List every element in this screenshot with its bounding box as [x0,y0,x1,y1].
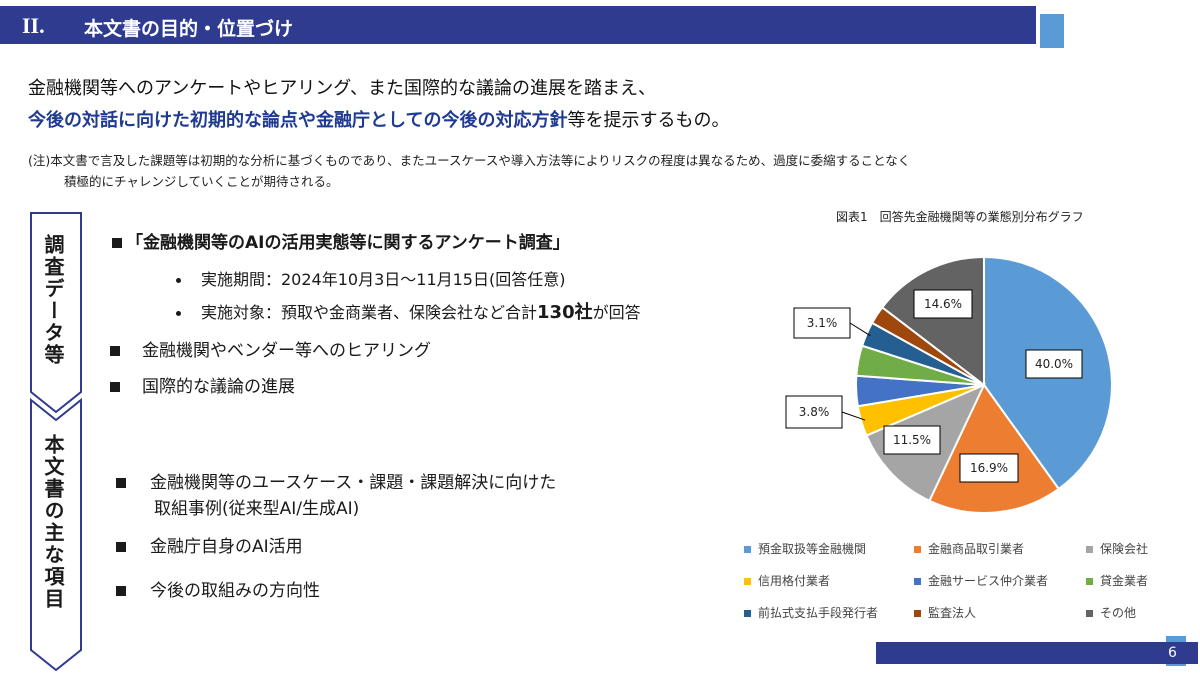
header-bar: II. 本文書の目的・位置づけ [0,6,1036,44]
section-number: II. [22,13,45,38]
data-label-2: 16.9% [959,453,1019,483]
label-text: 3.1% [807,316,838,330]
label-text: 14.6% [924,297,962,311]
legend-item: 前払式支払手段発行者 [744,604,878,621]
survey-period-text: 実施期間：2024年10月3日～11月15日(回答任意) [201,270,566,289]
legend-item: その他 [1086,604,1136,621]
leader-line [841,411,866,421]
page-number: 6 [1168,645,1177,661]
survey-period: 実施期間：2024年10月3日～11月15日(回答任意) [176,266,565,290]
label-text: 3.8% [799,405,830,419]
survey-target-count: 130社 [537,302,593,323]
data-label-1: 40.0% [1025,349,1083,379]
label-text: 11.5% [893,433,931,447]
side-chevron-shapes [30,212,82,672]
label-box [785,395,843,429]
survey-item-text: 国際的な議論の進展 [142,377,295,397]
page-title: 本文書の目的・位置づけ [84,18,294,40]
survey-target: 実施対象：預取や金商業者、保険会社など合計130社が回答 [176,298,641,324]
leader-line [849,322,871,337]
legend-label: 保険会社 [1100,542,1149,556]
square-bullet-icon [112,238,122,248]
intro-line-2: 今後の対話に向けた初期的な論点や金融庁としての今後の対応方針等を提示するもの。 [28,106,729,132]
main-item-future: 今後の取組みの方向性 [116,578,320,604]
legend-item: 預金取扱等金融機関 [744,540,866,557]
header-accent [1040,14,1064,48]
legend-label: 前払式支払手段発行者 [758,606,879,620]
label-text: 40.0% [1035,357,1073,371]
square-bullet-icon [110,382,120,392]
data-label-9: 14.6% [913,289,973,319]
data-label-7: 3.1% [793,307,871,339]
square-bullet-icon [110,346,120,356]
intro-line-2-rest: 等を提示するもの。 [567,110,730,131]
label-box [883,425,941,455]
survey-title-text: 「金融機関等のAIの活用実態等に関するアンケート調査」 [126,233,570,253]
square-bullet-icon [116,586,126,596]
survey-title: 「金融機関等のAIの活用実態等に関するアンケート調査」 [112,228,570,253]
intro-line-1: 金融機関等へのアンケートやヒアリング、また国際的な議論の進展を踏まえ、 [28,78,657,99]
square-bullet-icon [116,542,126,552]
legend-label: 金融サービス仲介業者 [928,574,1049,588]
main-item-1-line-2: 取組事例(従来型AI/生成AI) [154,499,360,519]
legend-label: 預金取扱等金融機関 [758,542,867,556]
main-item-3-text: 今後の取組みの方向性 [150,581,320,601]
survey-target-suffix: が回答 [592,303,641,322]
legend-swatch [1086,546,1093,553]
pie-slice-9 [880,255,985,388]
legend-label: 貸金業者 [1100,574,1149,588]
side-labels: 調査データ等 本文書の主な項目 [30,212,82,672]
legend-swatch [744,546,751,553]
survey-item-hearing: 金融機関やベンダー等へのヒアリング [110,336,431,361]
data-label-4: 3.8% [785,395,866,429]
legend-swatch [744,578,751,585]
lower-chevron [30,397,82,672]
survey-item-text: 金融機関やベンダー等へのヒアリング [142,341,431,361]
data-label-3: 11.5% [883,425,941,455]
bullet-dot-icon [176,278,181,283]
legend-item: 貸金業者 [1086,572,1148,589]
intro-highlight: 今後の対話に向けた初期的な論点や金融庁としての今後の対応方針 [28,110,568,131]
label-box [913,289,973,319]
legend-item: 金融商品取引業者 [914,540,1024,557]
main-item-usecases: 金融機関等のユースケース・課題・課題解決に向けた 取組事例(従来型AI/生成AI… [116,470,556,522]
legend-swatch [914,578,921,585]
label-box [959,453,1019,483]
survey-item-international: 国際的な議論の進展 [110,372,295,397]
label-text: 16.9% [970,461,1008,475]
legend-item: 信用格付業者 [744,572,830,589]
legend-swatch [914,610,921,617]
legend-swatch [1086,578,1093,585]
label-box [793,307,851,339]
survey-target-prefix: 実施対象：預取や金商業者、保険会社など合計 [201,303,538,322]
label-box [1025,349,1083,379]
legend-item: 保険会社 [1086,540,1148,557]
footer-bar [876,642,1198,664]
legend-item: 金融サービス仲介業者 [914,572,1048,589]
main-item-2-text: 金融庁自身のAI活用 [150,537,303,557]
legend-label: 監査法人 [928,606,977,620]
main-item-fsa-ai: 金融庁自身のAI活用 [116,534,303,560]
pie-chart: 40.0% 16.9% 11.5% 14.6% 3.1% 3.8% [785,255,1113,514]
square-bullet-icon [116,478,126,488]
side-label-upper: 調査データ等 [41,234,65,366]
legend-swatch [1086,610,1093,617]
note-line-1: (注)本文書で言及した課題等は初期的な分析に基づくものであり、またユースケースや… [28,153,911,168]
bullet-dot-icon [176,311,181,316]
side-label-lower: 本文書の主な項目 [41,434,65,610]
legend-swatch [914,546,921,553]
chart-title: 図表1 回答先金融機関等の業態別分布グラフ [836,210,1084,224]
legend-label: 信用格付業者 [758,574,831,588]
legend-label: その他 [1100,606,1137,620]
legend-label: 金融商品取引業者 [928,542,1025,556]
main-item-1-line-1: 金融機関等のユースケース・課題・課題解決に向けた [150,473,557,493]
note-line-2: 積極的にチャレンジしていくことが期待される。 [64,174,339,189]
upper-chevron [30,212,82,414]
legend-swatch [744,610,751,617]
note: (注)本文書で言及した課題等は初期的な分析に基づくものであり、またユースケースや… [28,150,1158,192]
legend-item: 監査法人 [914,604,976,621]
